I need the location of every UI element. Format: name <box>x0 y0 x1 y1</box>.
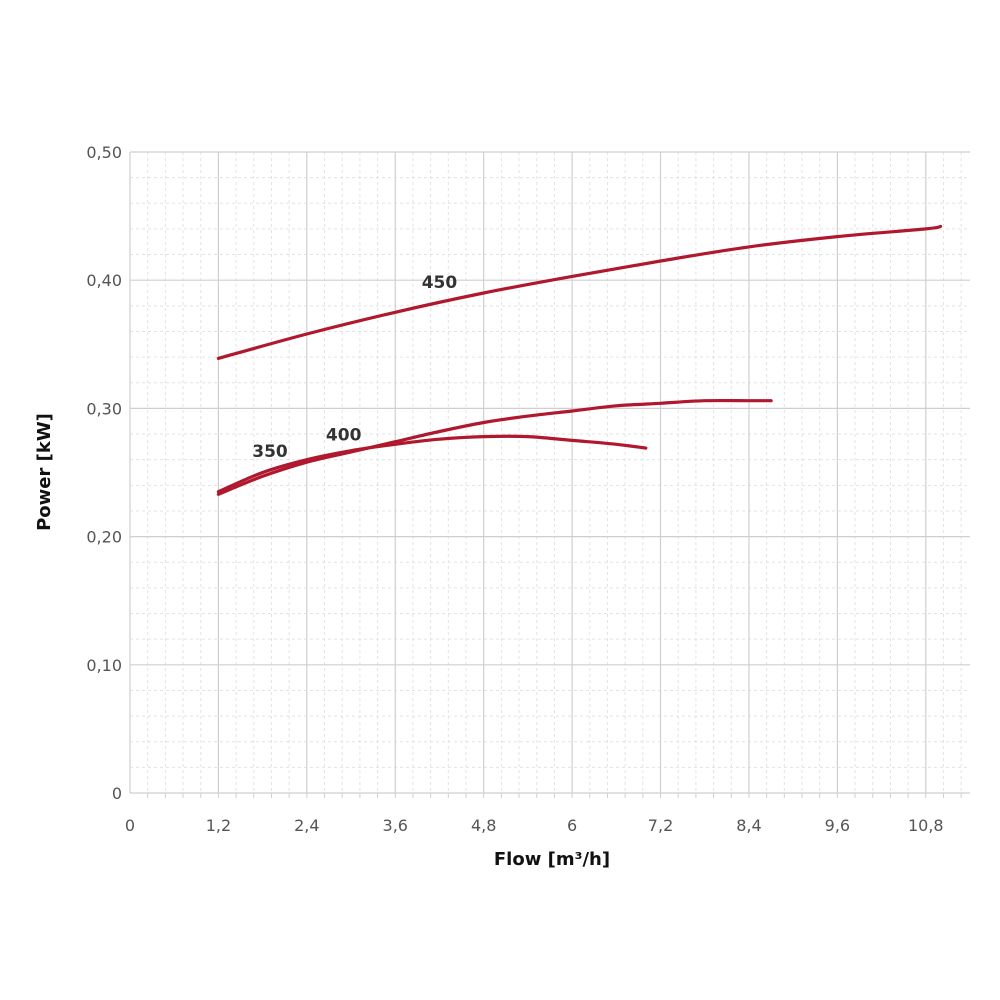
series-lines <box>216 224 943 496</box>
y-tick-label: 0 <box>112 784 122 803</box>
major-grid <box>130 151 970 793</box>
y-tick-label: 0,20 <box>86 528 122 547</box>
y-tick-label: 0,10 <box>86 656 122 675</box>
series-label-350: 350 <box>252 442 288 462</box>
y-tick-labels: 0 0,10 0,20 0,30 0,40 0,50 <box>86 143 122 803</box>
y-tick-label: 0,40 <box>86 271 122 290</box>
x-tick-label: 1,2 <box>206 816 231 835</box>
x-tick-label: 0 <box>125 816 135 835</box>
x-tick-labels: 0 1,2 2,4 3,6 4,8 6 7,2 8,4 9,6 10,8 <box>125 816 944 835</box>
series-line-400 <box>216 398 773 496</box>
x-tick-label: 9,6 <box>825 816 850 835</box>
y-tick-label: 0,50 <box>86 143 122 162</box>
series-label-450: 450 <box>422 273 458 293</box>
series-line-350 <box>216 434 648 494</box>
x-tick-label: 10,8 <box>908 816 944 835</box>
x-axis-title: Flow [m³/h] <box>494 849 610 870</box>
axes <box>129 152 970 798</box>
series-label-400: 400 <box>326 425 362 445</box>
x-tick-label: 3,6 <box>383 816 408 835</box>
y-axis-title: Power [kW] <box>34 413 55 531</box>
x-tick-label: 2,4 <box>294 816 319 835</box>
series-labels: 350 400 450 <box>252 273 457 462</box>
y-tick-label: 0,30 <box>86 399 122 418</box>
series-line-450 <box>216 224 943 360</box>
x-tick-label: 7,2 <box>648 816 673 835</box>
x-tick-label: 4,8 <box>471 816 496 835</box>
minor-grid <box>130 152 970 793</box>
x-tick-label: 6 <box>567 816 577 835</box>
x-tick-label: 8,4 <box>736 816 761 835</box>
